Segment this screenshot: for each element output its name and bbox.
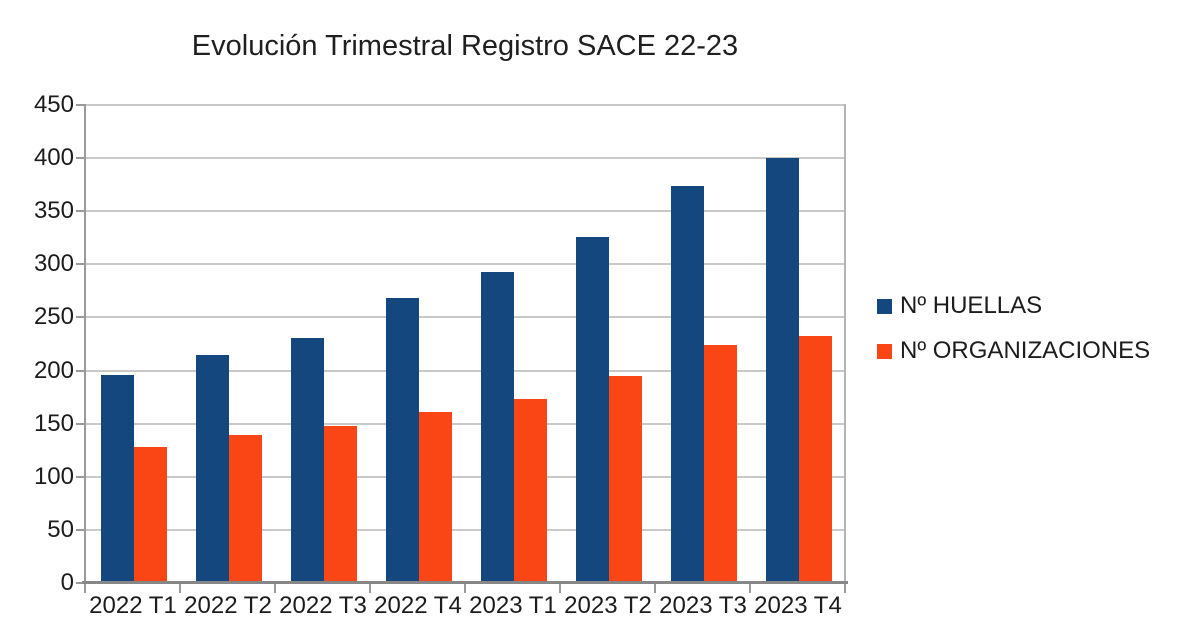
y-tick-mark	[76, 263, 85, 266]
gridline	[85, 157, 845, 160]
bar-organizaciones	[134, 447, 167, 583]
bar-huellas	[291, 338, 324, 583]
x-tick-mark	[84, 584, 86, 593]
bar-organizaciones	[514, 399, 547, 583]
y-tick-mark	[76, 157, 85, 160]
bar-huellas	[576, 237, 609, 583]
legend-item: Nº ORGANIZACIONES	[877, 337, 1150, 365]
bar-huellas	[671, 186, 704, 583]
gridline	[85, 475, 845, 478]
y-tick-label: 350	[33, 197, 74, 225]
bar-organizaciones	[609, 376, 642, 583]
x-tick-label: 2023 T4	[754, 592, 842, 619]
bar-huellas	[766, 158, 799, 583]
x-tick-label: 2022 T4	[374, 592, 462, 619]
x-tick-mark	[844, 584, 846, 593]
x-tick-mark	[654, 584, 656, 593]
y-axis-line	[84, 104, 86, 587]
x-tick-label: 2023 T3	[659, 592, 747, 619]
bar-organizaciones	[229, 435, 262, 583]
bar-huellas	[101, 375, 134, 583]
gridline	[85, 316, 845, 319]
y-tick-label: 150	[33, 409, 74, 437]
bar-huellas	[196, 355, 229, 583]
legend-label: Nº ORGANIZACIONES	[900, 337, 1151, 364]
y-tick-mark	[76, 210, 85, 213]
y-tick-mark	[76, 528, 85, 531]
x-tick-label: 2023 T2	[564, 592, 652, 619]
x-tick-label: 2022 T3	[279, 592, 367, 619]
x-tick-label: 2022 T2	[184, 592, 272, 619]
y-tick-label: 0	[60, 569, 74, 596]
y-tick-label: 250	[33, 303, 74, 331]
y-tick-mark	[76, 475, 85, 478]
bar-organizaciones	[419, 412, 452, 583]
chart-title: Evolución Trimestral Registro SACE 22-23	[191, 30, 739, 62]
y-tick-mark	[76, 104, 85, 106]
legend-label: Nº HUELLAS	[900, 292, 1043, 319]
y-tick-mark	[76, 422, 85, 425]
y-tick-label: 200	[33, 356, 74, 384]
y-tick-mark	[76, 316, 85, 319]
x-tick-mark	[559, 584, 561, 593]
x-tick-label: 2023 T1	[469, 592, 557, 619]
plot-right-border	[844, 104, 846, 583]
bar-organizaciones	[799, 336, 832, 583]
x-tick-label: 2022 T1	[89, 592, 177, 619]
bar-huellas	[481, 272, 514, 583]
x-tick-mark	[369, 584, 371, 593]
y-tick-mark	[76, 369, 85, 372]
y-tick-label: 400	[33, 144, 74, 172]
x-tick-mark	[749, 584, 751, 593]
x-axis-line	[82, 581, 848, 584]
x-tick-mark	[179, 584, 181, 593]
bar-organizaciones	[324, 426, 357, 583]
x-tick-mark	[464, 584, 466, 593]
x-tick-mark	[274, 584, 276, 593]
bar-huellas	[386, 298, 419, 583]
y-tick-label: 100	[33, 462, 74, 490]
legend-swatch-icon	[877, 343, 892, 359]
gridline	[85, 210, 845, 213]
gridline	[85, 422, 845, 425]
legend: Nº HUELLAS Nº ORGANIZACIONES	[877, 292, 1150, 382]
legend-swatch-icon	[877, 298, 892, 314]
bar-organizaciones	[704, 345, 737, 583]
gridline	[85, 104, 845, 106]
y-tick-label: 450	[33, 91, 74, 118]
gridline	[85, 528, 845, 531]
gridline	[85, 263, 845, 266]
legend-item: Nº HUELLAS	[877, 292, 1150, 320]
y-tick-label: 50	[47, 515, 74, 543]
y-tick-label: 300	[33, 250, 74, 278]
y-tick-mark	[76, 582, 85, 584]
gridline	[85, 369, 845, 372]
